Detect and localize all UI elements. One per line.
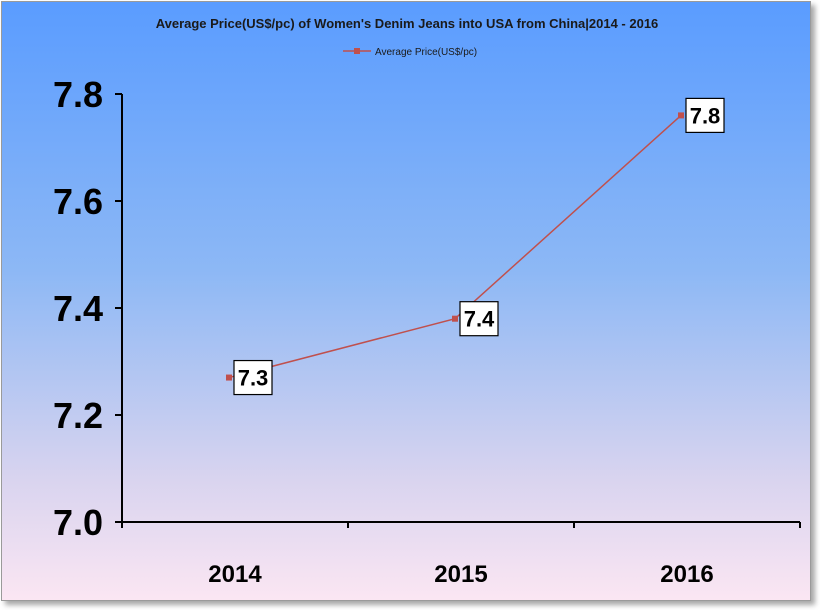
- y-tick-label: 7.4: [53, 288, 103, 329]
- series-group: 7.3 7.4 7.8: [226, 97, 725, 396]
- line-chart: Average Price(US$/pc) of Women's Denim J…: [53, 16, 801, 588]
- x-tick-label: 2016: [660, 561, 713, 588]
- data-point: [452, 315, 458, 322]
- data-point: [678, 112, 684, 119]
- legend: Average Price(US$/pc): [343, 47, 477, 58]
- x-tick-label: 2014: [208, 561, 262, 588]
- data-label: 7.4: [464, 307, 495, 332]
- y-tick-label: 7.2: [53, 395, 103, 436]
- data-label: 7.8: [690, 103, 721, 128]
- y-tick-label: 7.6: [53, 181, 103, 222]
- y-tick-label: 7.0: [53, 502, 103, 543]
- y-tick-label: 7.8: [53, 74, 103, 115]
- legend-entry-label: Average Price(US$/pc): [375, 47, 477, 58]
- x-tick-label: 2015: [434, 561, 487, 588]
- chart-frame: Average Price(US$/pc) of Women's Denim J…: [1, 1, 811, 601]
- legend-marker-swatch: [354, 48, 360, 54]
- y-axis: 7.0 7.2 7.4 7.6 7.8: [53, 74, 123, 543]
- data-label-box: [233, 359, 273, 396]
- chart-title: Average Price(US$/pc) of Women's Denim J…: [156, 16, 659, 31]
- data-point: [226, 374, 232, 381]
- data-label-box: [685, 97, 725, 134]
- x-axis: 2014 2015 2016: [121, 521, 801, 588]
- data-label-box: [459, 301, 499, 337]
- data-label: 7.3: [238, 366, 269, 391]
- series-line: [228, 114, 682, 379]
